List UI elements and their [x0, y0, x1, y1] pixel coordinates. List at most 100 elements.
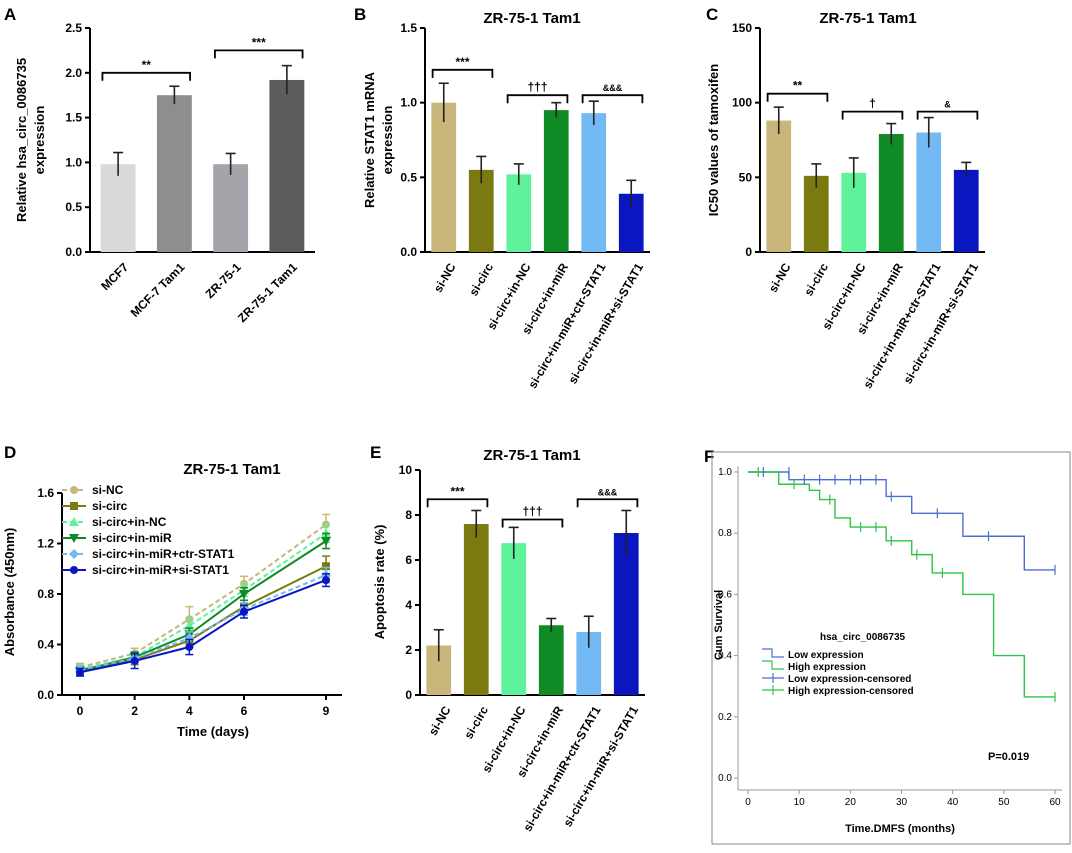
- panel-e-significance-bracket: [501, 518, 564, 528]
- panel-a-ylabel-line2: expression: [32, 106, 47, 175]
- panel-d-legend-marker: [70, 502, 78, 510]
- panel-d-point: [322, 576, 330, 585]
- panel-d-point: [322, 562, 330, 571]
- panel-f-survival-curve: [748, 471, 1055, 571]
- panel-c-ytick-label: 100: [732, 96, 752, 110]
- panel-d-point: [185, 643, 194, 652]
- panel-d-point: [130, 656, 139, 665]
- panel-b-ytick-label: 1.5: [400, 21, 417, 35]
- panel-e-significance-label: ***: [450, 484, 464, 498]
- panel-a-significance-label: **: [142, 58, 152, 72]
- panel-d-legend-label: si-NC: [92, 483, 124, 497]
- panel-c-bar: [803, 175, 829, 252]
- panel-d-legend-marker: [69, 534, 79, 543]
- panel-f-legend-title: hsa_circ_0086735: [820, 632, 906, 643]
- panel-c-bar: [766, 120, 792, 252]
- panel-c-bar: [878, 134, 904, 252]
- panel-d: D ZR-75-1 Tam1 Absorbance (450nm) Time (…: [2, 443, 342, 739]
- panel-e-bar: [463, 524, 489, 695]
- panel-a-ytick-label: 2.0: [65, 66, 82, 80]
- panel-e-ytick-label: 4: [405, 598, 412, 612]
- panel-d-point: [240, 607, 248, 616]
- panel-b-bar: [581, 113, 607, 253]
- panel-f-frame: [711, 451, 1071, 845]
- panel-f-xlabel: Time.DMFS (months): [845, 823, 955, 835]
- panel-d-legend-marker: [69, 549, 79, 559]
- panel-a-bar: [100, 164, 136, 252]
- panel-d-xtick-label: 4: [186, 704, 193, 718]
- panel-d-xtick-label: 0: [77, 704, 84, 718]
- panel-a-ytick-label: 0.5: [65, 200, 82, 214]
- panel-b-ytick-label: 0.5: [400, 170, 417, 184]
- panel-d-ylabel: Absorbance (450nm): [2, 528, 17, 657]
- panel-a-bar: [213, 164, 249, 252]
- panel-d-point: [239, 590, 249, 599]
- panel-f-ytick-label: 0.6: [718, 589, 732, 600]
- panel-d-legend-marker: [70, 486, 78, 494]
- panel-e-ytick-label: 0: [405, 688, 412, 702]
- panel-f-xtick-label: 20: [845, 797, 857, 808]
- panel-d-xlabel: Time (days): [177, 724, 249, 739]
- panel-b-significance-label: &&&: [603, 83, 623, 93]
- panel-b-significance-bracket: [581, 94, 644, 104]
- panel-a-significance-bracket: [101, 71, 191, 81]
- panel-f-legend-label: Low expression: [788, 650, 864, 661]
- panel-e-significance-label: †††: [522, 505, 542, 519]
- panel-f-xtick-label: 10: [794, 797, 806, 808]
- panel-d-xtick-label: 2: [131, 704, 138, 718]
- panel-a-ytick-label: 1.5: [65, 111, 82, 125]
- panel-b-significance-label: ***: [455, 55, 469, 69]
- panel-f-legend-label: High expression: [788, 662, 866, 673]
- panel-d-xtick-label: 9: [323, 704, 330, 718]
- panel-e-title: ZR-75-1 Tam1: [483, 447, 580, 464]
- panel-f-ytick-label: 0.8: [718, 528, 732, 539]
- panel-d-legend-marker: [70, 566, 78, 574]
- panel-b-bar: [468, 169, 494, 252]
- panel-f-legend-label: Low expression-censored: [788, 674, 911, 685]
- panel-d-legend-marker: [69, 517, 79, 526]
- panel-d-ytick-label: 0.0: [37, 688, 54, 702]
- panel-e-significance-bracket: [576, 498, 639, 508]
- panel-b-bar: [506, 174, 532, 252]
- panel-a-significance-bracket: [214, 49, 304, 59]
- panel-a-label: A: [4, 5, 16, 24]
- panel-d-ytick-label: 0.8: [37, 587, 54, 601]
- panel-f-xtick-label: 0: [745, 797, 751, 808]
- panel-f-ylabel: Cum Survival: [713, 590, 725, 660]
- panel-d-title: ZR-75-1 Tam1: [183, 461, 280, 478]
- panel-c-ytick-label: 50: [739, 170, 753, 184]
- panel-a-ytick-label: 2.5: [65, 21, 82, 35]
- panel-d-legend-label: si-circ+in-NC: [92, 515, 167, 529]
- panel-b-significance-label: †††: [527, 80, 547, 94]
- panel-c-significance-bracket: [841, 110, 904, 120]
- panel-f-legend-line: [762, 660, 784, 670]
- panel-c-bar: [953, 169, 979, 252]
- panel-c-significance-bracket: [916, 110, 979, 120]
- panel-f-survival-curve: [748, 471, 1055, 698]
- panel-d-point: [76, 668, 84, 677]
- panel-c-label: C: [706, 5, 718, 24]
- panel-b-significance-bracket: [431, 68, 494, 78]
- panel-f-legend-line: [762, 648, 784, 658]
- panel-f: F Cum Survival Time.DMFS (months) hsa_ci…: [704, 447, 1071, 845]
- panel-f-xtick-label: 50: [998, 797, 1010, 808]
- panel-a-ytick-label: 1.0: [65, 155, 82, 169]
- panel-e-ytick-label: 8: [405, 508, 412, 522]
- panel-e-ylabel: Apoptosis rate (%): [372, 525, 387, 640]
- panel-c-significance-label: †: [869, 97, 876, 111]
- panel-f-ytick-label: 0.2: [718, 712, 732, 723]
- panel-d-legend-label: si-circ+in-miR+ctr-STAT1: [92, 547, 235, 561]
- panel-c-title: ZR-75-1 Tam1: [819, 10, 916, 27]
- panel-d-ytick-label: 1.6: [37, 486, 54, 500]
- panel-d-point: [321, 536, 331, 546]
- panel-d-legend-label: si-circ+in-miR+si-STAT1: [92, 563, 229, 577]
- panel-c-significance-label: **: [793, 79, 803, 93]
- panel-e-ytick-label: 10: [399, 463, 413, 477]
- panel-d-ytick-label: 0.4: [37, 638, 54, 652]
- panel-e-ytick-label: 6: [405, 553, 412, 567]
- panel-b-significance-bracket: [506, 94, 569, 104]
- panel-c-bar: [916, 132, 942, 252]
- panel-b-ytick-label: 0.0: [400, 245, 417, 259]
- panel-e-significance-bracket: [426, 498, 489, 508]
